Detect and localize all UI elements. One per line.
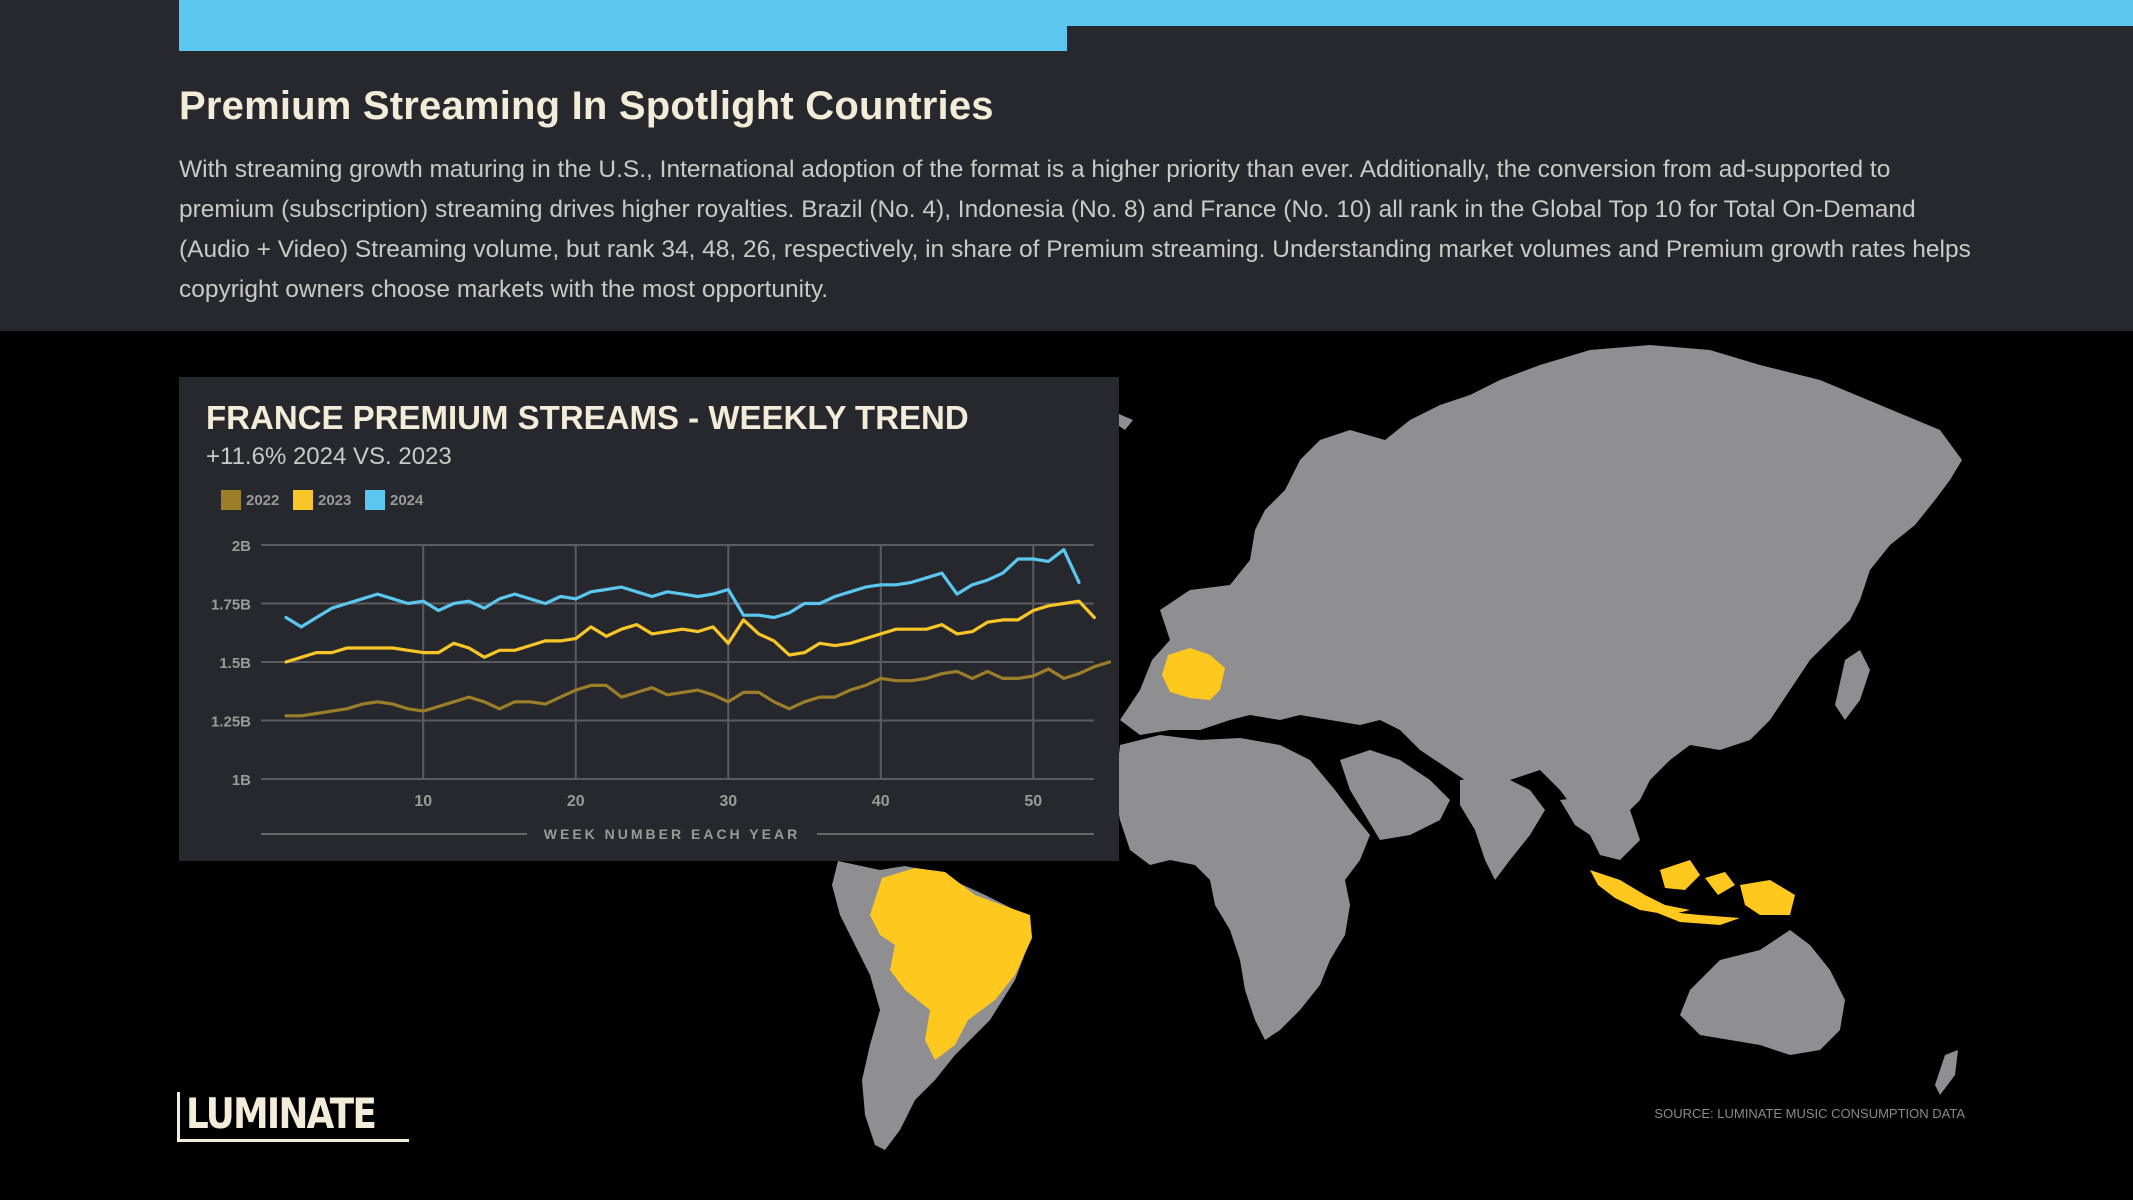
legend-swatch-2023 xyxy=(293,490,313,510)
land-australia xyxy=(1680,930,1845,1055)
land-se-asia xyxy=(1560,795,1640,860)
axis-layer: WEEK NUMBER EACH YEAR xyxy=(261,826,1094,842)
land-africa xyxy=(1115,735,1370,1040)
legend-label-2022: 2022 xyxy=(246,492,279,509)
series-line-2024 xyxy=(284,548,1081,629)
page-description: With streaming growth maturing in the U.… xyxy=(179,156,1971,303)
accent-bar-left xyxy=(179,0,1067,51)
luminate-logo: LUMINATE xyxy=(177,1092,409,1142)
legend-swatch-2022 xyxy=(221,490,241,510)
source-note: SOURCE: LUMINATE MUSIC CONSUMPTION DATA xyxy=(1654,1106,1965,1121)
land-eurasia xyxy=(1120,345,1962,830)
legend: 2022 2023 2024 xyxy=(221,490,424,510)
accent-bar-right xyxy=(1067,0,2133,26)
header-band xyxy=(0,0,2133,331)
x-axis-label: WEEK NUMBER EACH YEAR xyxy=(544,826,800,842)
legend-label-2024: 2024 xyxy=(390,492,424,509)
x-tick-label: 10 xyxy=(414,793,432,810)
land-north-america xyxy=(1119,414,1133,430)
land-india xyxy=(1460,775,1545,880)
world-map xyxy=(832,345,1962,1150)
y-tick-label: 1.5B xyxy=(219,655,251,672)
series-line-2022 xyxy=(284,660,1112,718)
land-arabia xyxy=(1340,750,1450,840)
series-layer xyxy=(284,548,1112,718)
series-line-2023 xyxy=(284,599,1096,664)
land-france xyxy=(1162,648,1225,700)
legend-label-2023: 2023 xyxy=(318,492,351,509)
chart-title: FRANCE PREMIUM STREAMS - WEEKLY TREND xyxy=(206,399,969,436)
land-indonesia xyxy=(1590,860,1795,925)
line-chart: 2022 2023 2024 1B 1.25B 1.5B 1.75B 2B 10 20 30 40 5… xyxy=(211,490,1112,842)
x-tick-label: 50 xyxy=(1024,793,1042,810)
chart-grid: 1B 1.25B 1.5B 1.75B 2B 10 20 30 40 50 xyxy=(211,538,1094,810)
land-new-zealand xyxy=(1935,1050,1958,1095)
y-tick-label: 2B xyxy=(232,538,251,555)
legend-swatch-2024 xyxy=(365,490,385,510)
y-tick-label: 1B xyxy=(232,772,251,789)
y-tick-label: 1.75B xyxy=(211,597,251,614)
land-japan xyxy=(1835,650,1870,720)
y-tick-label: 1.25B xyxy=(211,714,251,731)
logo-text: LUMINATE xyxy=(186,1089,377,1138)
chart-panel: FRANCE PREMIUM STREAMS - WEEKLY TREND +1… xyxy=(179,377,1119,861)
chart-subtitle: +11.6% 2024 VS. 2023 xyxy=(206,443,452,470)
page-title: Premium Streaming In Spotlight Countries xyxy=(179,84,994,128)
x-tick-label: 20 xyxy=(567,793,585,810)
x-tick-label: 40 xyxy=(872,793,890,810)
land-brazil xyxy=(870,868,1032,1060)
x-tick-label: 30 xyxy=(719,793,737,810)
